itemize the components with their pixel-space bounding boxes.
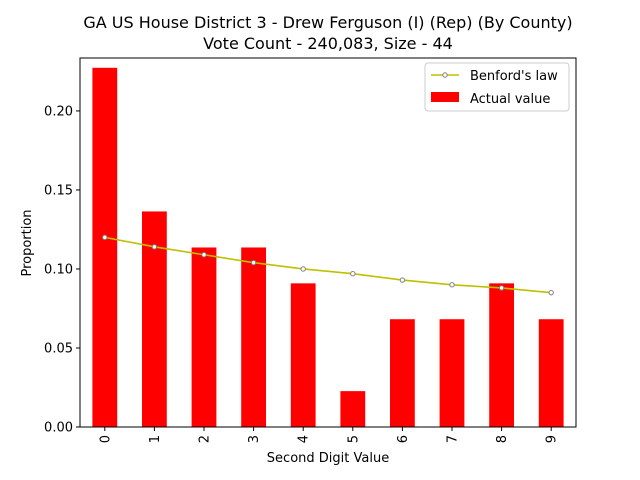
bar-digit-2 xyxy=(191,247,217,427)
y-tick-label: 0.05 xyxy=(44,341,73,356)
legend-label-benford: Benford's law xyxy=(470,69,558,84)
chart-subtitle: Vote Count - 240,083, Size - 44 xyxy=(203,34,453,53)
chart-title: GA US House District 3 - Drew Ferguson (… xyxy=(83,13,572,32)
bar-digit-5 xyxy=(340,391,366,427)
legend-label-actual: Actual value xyxy=(470,92,550,107)
legend-box xyxy=(424,62,570,112)
benford-line xyxy=(104,236,552,294)
x-tick-label: 4 xyxy=(297,435,312,443)
bar-digit-9 xyxy=(538,319,564,427)
bar-digit-6 xyxy=(390,319,415,427)
benford-point-4 xyxy=(300,266,306,272)
bar-digit-7 xyxy=(439,319,465,427)
bar-digit-8 xyxy=(489,283,514,427)
benford-point-3 xyxy=(250,259,257,266)
benford-point-9 xyxy=(548,289,554,296)
bars-layer xyxy=(92,67,564,428)
y-axis-label: Proportion xyxy=(20,209,35,276)
y-tick-label: 0.15 xyxy=(44,183,73,198)
x-tick-label: 1 xyxy=(148,435,163,443)
bar-digit-4 xyxy=(290,283,316,427)
x-axis-label: Second Digit Value xyxy=(267,451,389,466)
bar-digit-0 xyxy=(92,67,118,428)
legend: Benford's law Actual value xyxy=(424,62,570,112)
x-tick-label: 7 xyxy=(446,435,461,443)
x-tick-label: 6 xyxy=(396,435,411,443)
x-tick-label: 8 xyxy=(495,435,510,443)
y-tick-label: 0.00 xyxy=(44,421,73,436)
benford-point-7 xyxy=(449,282,455,288)
plot-frame xyxy=(79,57,577,428)
bar-digit-1 xyxy=(142,211,167,427)
benford-point-1 xyxy=(151,244,158,250)
benford-point-8 xyxy=(498,285,505,291)
benford-line-layer xyxy=(102,234,554,296)
y-axis-ticks: 0.00 0.05 0.10 0.15 0.20 xyxy=(44,104,80,436)
x-tick-label: 0 xyxy=(98,435,113,443)
benford-point-2 xyxy=(201,252,207,258)
benford-point-6 xyxy=(399,277,406,283)
y-tick-label: 0.20 xyxy=(44,104,73,119)
x-tick-label: 5 xyxy=(346,435,361,443)
legend-line-marker xyxy=(442,72,448,78)
x-tick-label: 3 xyxy=(247,435,262,443)
x-tick-label: 9 xyxy=(545,435,560,443)
benford-point-5 xyxy=(350,271,356,277)
y-tick-label: 0.10 xyxy=(44,262,73,277)
bar-digit-3 xyxy=(241,247,266,427)
benford-point-0 xyxy=(102,234,108,241)
legend-bar-swatch xyxy=(431,92,459,102)
x-axis-ticks: 0 1 2 3 4 5 6 7 8 9 xyxy=(98,427,560,443)
x-tick-label: 2 xyxy=(198,435,213,443)
